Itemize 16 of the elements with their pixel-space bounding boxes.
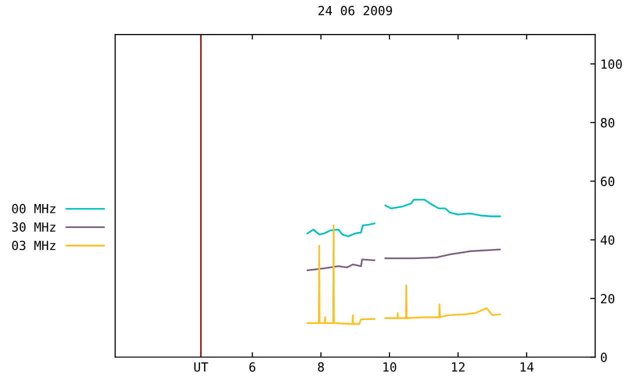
x-tick-label: 8 [318, 362, 324, 372]
chart-title: 24 06 2009 [318, 6, 392, 16]
y-tick-label: 60 [600, 176, 614, 186]
x-tick-label: 6 [249, 362, 256, 372]
x-tick-label: UT [194, 362, 208, 372]
legend-label: 30 MHz [12, 222, 56, 232]
y-tick-label: 0 [600, 352, 607, 362]
legend-label: 03 MHz [12, 240, 56, 250]
y-tick-label: 40 [600, 235, 614, 245]
x-tick-label: 10 [383, 362, 396, 372]
legend-label: 00 MHz [12, 204, 56, 214]
x-tick-label: 12 [452, 362, 465, 372]
y-tick-label: 100 [602, 59, 622, 69]
x-tick-label: 14 [520, 362, 534, 372]
y-tick-label: 20 [600, 294, 614, 304]
y-tick-label: 80 [600, 118, 614, 128]
